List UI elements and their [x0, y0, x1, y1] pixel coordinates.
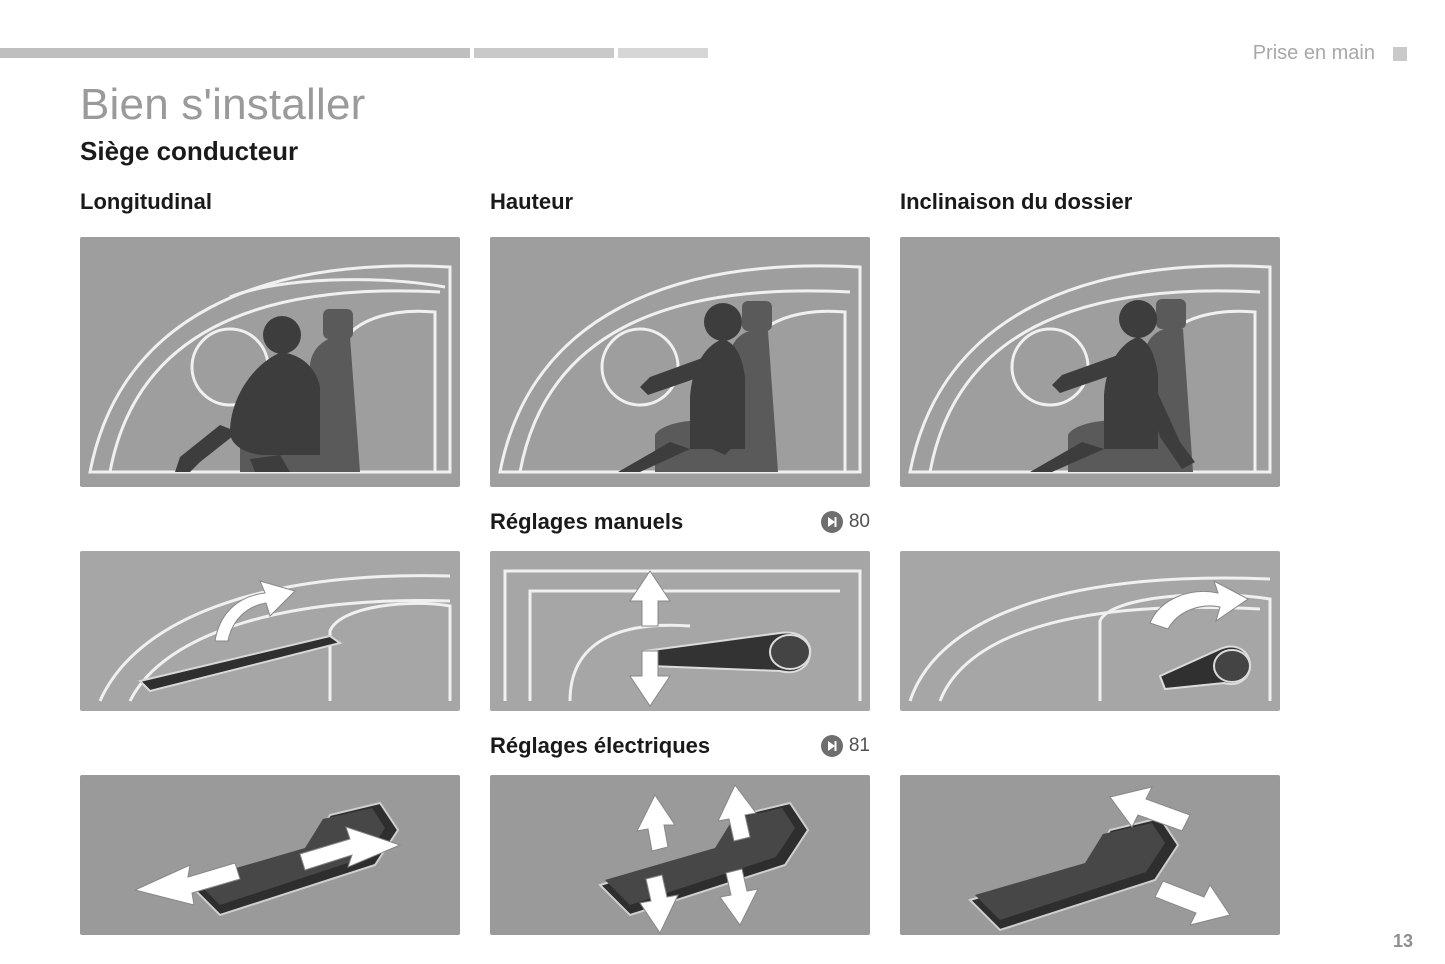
- col-header-inclinaison: Inclinaison du dossier: [900, 189, 1280, 217]
- page-ref-icon: [821, 511, 843, 533]
- page-subtitle: Siège conducteur: [80, 136, 1385, 167]
- header-section: Prise en main: [1253, 42, 1407, 65]
- row-label-manual-text: Réglages manuels: [490, 509, 683, 535]
- spacer-manual-left: [80, 499, 460, 539]
- header-square-icon: [1393, 47, 1407, 61]
- top-bar-1: [0, 48, 470, 58]
- row-label-electric: Réglages électriques 81: [490, 729, 870, 763]
- page-number: 13: [1393, 931, 1413, 952]
- ref-electric: 81: [821, 735, 870, 757]
- ill-inclinaison-pose: [900, 237, 1280, 487]
- ref-manual: 80: [821, 511, 870, 533]
- top-bars: [0, 48, 708, 58]
- ref-electric-page: 81: [849, 735, 870, 757]
- ill-hauteur-pose: [490, 237, 870, 487]
- ill-hauteur-electric: [490, 775, 870, 935]
- illustration-grid: Longitudinal Hauteur Inclinaison du doss…: [80, 189, 1385, 935]
- ill-longitudinal-electric: [80, 775, 460, 935]
- spacer-electric-left: [80, 723, 460, 763]
- ref-manual-page: 80: [849, 511, 870, 533]
- col-header-hauteur: Hauteur: [490, 189, 870, 217]
- col-header-longitudinal: Longitudinal: [80, 189, 460, 217]
- page-ref-icon: [821, 735, 843, 757]
- spacer-manual-right: [900, 499, 1280, 539]
- ill-longitudinal-manual: [80, 551, 460, 711]
- ill-inclinaison-electric: [900, 775, 1280, 935]
- row-label-electric-text: Réglages électriques: [490, 733, 710, 759]
- ill-inclinaison-manual: [900, 551, 1280, 711]
- top-bar-2: [474, 48, 614, 58]
- ill-hauteur-manual: [490, 551, 870, 711]
- spacer-electric-right: [900, 723, 1280, 763]
- section-label: Prise en main: [1253, 42, 1375, 65]
- top-bar-3: [618, 48, 708, 58]
- page-title: Bien s'installer: [80, 80, 1385, 130]
- ill-longitudinal-pose: [80, 237, 460, 487]
- row-label-manual: Réglages manuels 80: [490, 505, 870, 539]
